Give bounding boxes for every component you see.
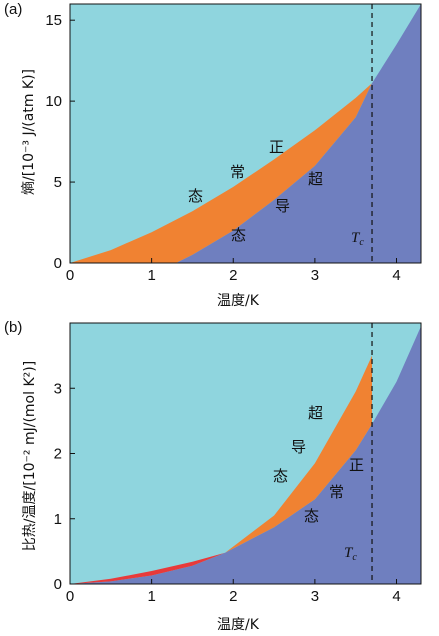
panel-b-xtick-label-3: 3 bbox=[311, 588, 319, 605]
panel-b-ticks: 0 1 2 3 4 0 1 2 3 bbox=[54, 380, 401, 605]
panel-a-annot-zheng: 正 bbox=[269, 138, 284, 156]
panel-a-annot-dao: 导 bbox=[275, 197, 290, 215]
panel-a-annot-tai-normal: 态 bbox=[188, 187, 203, 205]
panel-b-ytick-label-0: 0 bbox=[54, 576, 62, 593]
panel-b-label: (b) bbox=[4, 319, 22, 336]
panel-b-xtick-label-2: 2 bbox=[229, 588, 237, 605]
panel-b-annot-dao: 导 bbox=[291, 438, 306, 456]
panel-b-xtick-label-1: 1 bbox=[147, 588, 155, 605]
panel-b-ytick-label-1: 1 bbox=[54, 511, 62, 528]
panel-a-ticks: 0 1 2 3 4 0 5 10 15 bbox=[45, 12, 400, 284]
panel-b-tc-subscript: c bbox=[352, 552, 357, 563]
panel-a-annot-chang: 常 bbox=[230, 163, 245, 181]
panel-a-xtick-label-3: 3 bbox=[311, 267, 319, 284]
panel-a-ytick-label-3: 15 bbox=[45, 12, 62, 29]
panel-b-tc-letter: T bbox=[344, 545, 354, 561]
panel-a-tc-subscript: c bbox=[359, 237, 364, 248]
panel-a-annot-chao: 超 bbox=[308, 170, 323, 188]
panel-b-annot-chao: 超 bbox=[308, 404, 323, 422]
panel-a-xtick-label-4: 4 bbox=[392, 267, 400, 284]
panel-b-annot-chang: 常 bbox=[329, 483, 344, 501]
panel-b-xlabel: 温度/K bbox=[217, 617, 260, 633]
panel-b-annot-zheng: 正 bbox=[349, 456, 364, 474]
panel-a-ylabel: 熵/[10⁻³ J/(atm K)] bbox=[21, 69, 37, 195]
panel-b-tc-label: Tc bbox=[344, 545, 357, 563]
panel-b-ytick-label-3: 3 bbox=[54, 380, 62, 397]
panel-b-xtick-label-0: 0 bbox=[66, 588, 74, 605]
panel-a-xtick-label-0: 0 bbox=[66, 267, 74, 284]
panel-a-superconducting-region bbox=[176, 4, 421, 263]
panel-a-xlabel: 温度/K bbox=[217, 293, 260, 309]
panel-b-ytick-label-2: 2 bbox=[54, 446, 62, 463]
panel-b-annot-tai-super: 态 bbox=[273, 467, 288, 485]
panel-a-xtick-label-2: 2 bbox=[229, 267, 237, 284]
panel-b-ylabel: 比热/温度/[10⁻² mJ/(mol K²)] bbox=[22, 361, 38, 551]
panel-b: 0 1 2 3 4 0 1 2 3 (b) 温度/K 比热/温度/[10⁻² mJ/(mol K… bbox=[4, 319, 422, 633]
panel-b-annot-tai-normal: 态 bbox=[304, 507, 319, 525]
panel-a-frame bbox=[69, 3, 422, 264]
panel-a-tc-label: Tc bbox=[351, 230, 364, 248]
panel-a-ytick-label-0: 0 bbox=[54, 255, 62, 272]
panel-a-annot-tai-super: 态 bbox=[231, 226, 246, 244]
panel-a-tc-letter: T bbox=[351, 230, 361, 246]
panel-a-ytick-label-1: 5 bbox=[54, 174, 62, 191]
panel-b-orange-band bbox=[225, 355, 372, 553]
panel-b-xtick-label-4: 4 bbox=[392, 588, 400, 605]
panel-a-orange-band bbox=[70, 83, 372, 263]
panel-a-ytick-label-2: 10 bbox=[45, 93, 62, 110]
panel-a-label: (a) bbox=[4, 1, 22, 18]
panel-a-xtick-label-1: 1 bbox=[147, 267, 155, 284]
panel-b-superconducting-region bbox=[70, 326, 421, 584]
